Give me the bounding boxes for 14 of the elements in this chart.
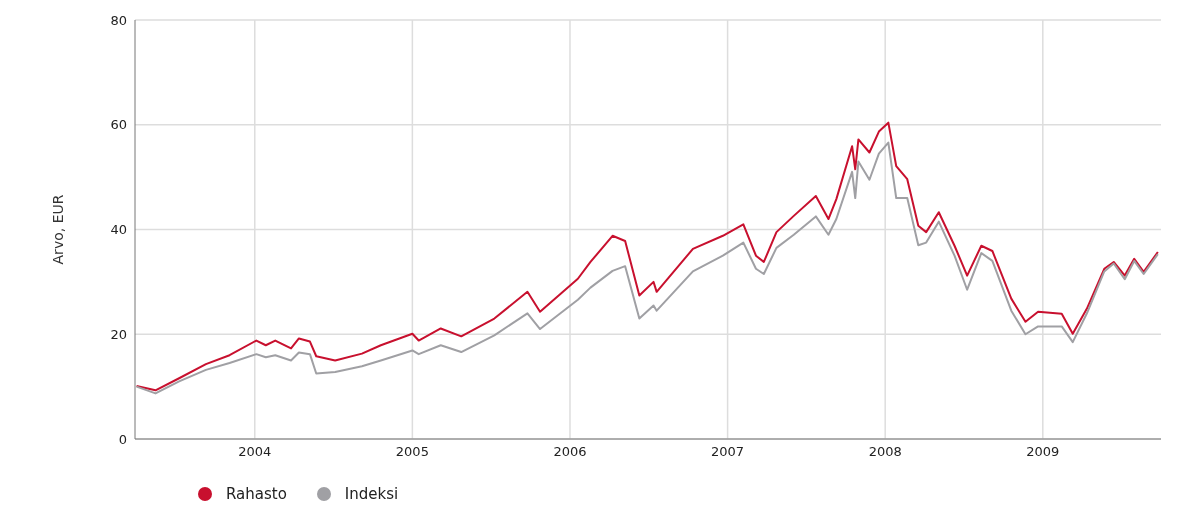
x-tick-label: 2005: [395, 444, 429, 460]
y-tick-label: 40: [110, 222, 127, 238]
x-tick-label: 2006: [553, 444, 587, 460]
y-axis-title: Arvo, EUR: [49, 194, 66, 265]
x-tick-label: 2007: [711, 444, 745, 460]
x-tick-label: 2009: [1026, 444, 1060, 460]
legend-label: Indeksi: [344, 485, 399, 503]
x-tick-label: 2004: [238, 444, 272, 460]
y-tick-label: 0: [118, 431, 127, 447]
x-tick-label: 2008: [868, 444, 902, 460]
y-tick-label: 60: [110, 117, 127, 133]
y-tick-label: 80: [110, 12, 127, 28]
legend-label: Rahasto: [226, 485, 287, 503]
y-tick-label: 20: [110, 326, 127, 342]
